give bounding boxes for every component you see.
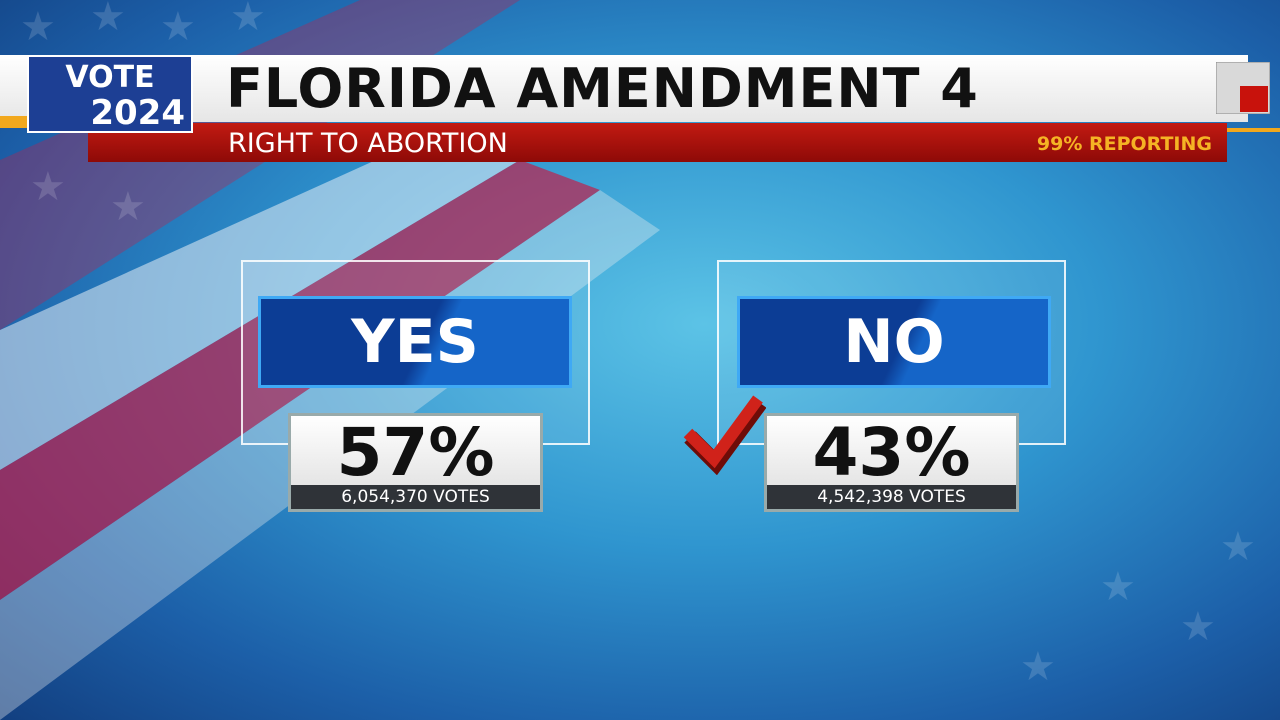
svg-text:★: ★ bbox=[230, 0, 266, 40]
percent: 57% bbox=[336, 414, 495, 491]
subtitle: RIGHT TO ABORTION bbox=[228, 128, 508, 159]
svg-text:★: ★ bbox=[30, 164, 66, 210]
accent bbox=[1227, 128, 1280, 132]
choice-label: YES bbox=[258, 296, 572, 388]
accent bbox=[0, 116, 30, 128]
reporting: 99% REPORTING bbox=[1036, 133, 1212, 155]
svg-text:★: ★ bbox=[1020, 644, 1056, 690]
subheader-bar bbox=[88, 123, 1227, 162]
checkmark bbox=[683, 395, 766, 475]
vote-logo: VOTE 2024 bbox=[27, 55, 193, 133]
header-bar bbox=[0, 55, 1248, 122]
svg-text:★: ★ bbox=[1100, 564, 1136, 610]
svg-text:★: ★ bbox=[110, 184, 146, 230]
result-box: 43% 4,542,398 VOTES bbox=[764, 413, 1019, 512]
votes: 4,542,398 VOTES bbox=[767, 485, 1016, 509]
svg-text:★: ★ bbox=[20, 4, 56, 50]
logo-text: 2024 bbox=[90, 93, 185, 133]
corner-logo bbox=[1216, 62, 1270, 114]
logo-text: VOTE bbox=[65, 60, 155, 95]
svg-text:★: ★ bbox=[90, 0, 126, 40]
svg-text:★: ★ bbox=[1220, 524, 1256, 570]
title: FLORIDA AMENDMENT 4 bbox=[226, 57, 979, 120]
percent: 43% bbox=[812, 414, 971, 491]
choice-label: NO bbox=[737, 296, 1051, 388]
result-box: 57% 6,054,370 VOTES bbox=[288, 413, 543, 512]
svg-text:★: ★ bbox=[1180, 604, 1216, 650]
svg-text:★: ★ bbox=[160, 4, 196, 50]
votes: 6,054,370 VOTES bbox=[291, 485, 540, 509]
